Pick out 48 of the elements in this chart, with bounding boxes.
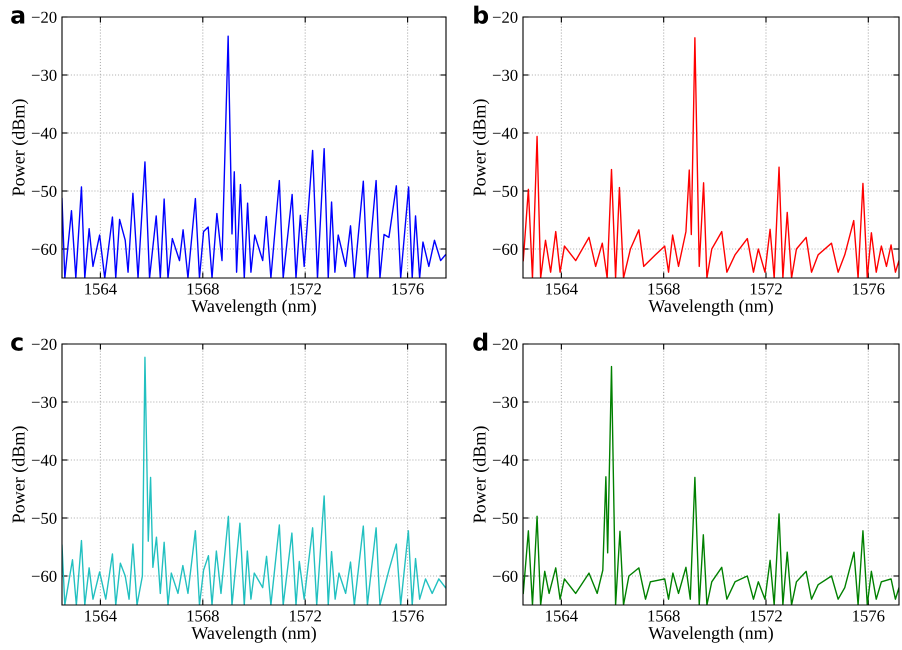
y-tick-label: −50 bbox=[492, 186, 518, 197]
x-axis-title: Wavelength (nm) bbox=[191, 299, 316, 316]
chart-title: a bbox=[11, 10, 24, 24]
x-tick-label: 1568 bbox=[648, 283, 680, 295]
y-tick-label: −30 bbox=[492, 396, 518, 408]
y-tick-label: −50 bbox=[492, 512, 518, 524]
x-axis-title: Wavelength (nm) bbox=[191, 626, 316, 643]
x-tick-label: 1572 bbox=[750, 610, 782, 622]
y-tick-label: −20 bbox=[492, 338, 518, 350]
y-tick-label: −40 bbox=[32, 128, 57, 139]
y-tick-label: −50 bbox=[32, 512, 57, 524]
y-tick-label: −20 bbox=[32, 338, 57, 350]
chart-title: c bbox=[11, 337, 23, 351]
x-tick-label: 1572 bbox=[750, 283, 782, 295]
x-axis-title: Wavelength (nm) bbox=[648, 626, 773, 643]
x-tick-label: 1568 bbox=[188, 610, 219, 622]
x-tick-label: 1564 bbox=[546, 610, 578, 622]
y-tick-label: −30 bbox=[32, 396, 57, 408]
x-tick-label: 1564 bbox=[546, 283, 578, 295]
x-axis-title: Wavelength (nm) bbox=[648, 299, 773, 316]
y-tick-label: −40 bbox=[32, 454, 57, 466]
x-tick-label: 1576 bbox=[853, 283, 884, 295]
y-axis-title: Power (dBm) bbox=[12, 99, 28, 196]
y-tick-label: −20 bbox=[32, 12, 57, 23]
y-tick-label: −60 bbox=[492, 570, 518, 582]
y-tick-label: −20 bbox=[492, 12, 518, 23]
x-tick-label: 1576 bbox=[392, 283, 424, 295]
x-tick-label: 1564 bbox=[85, 610, 117, 622]
x-tick-label: 1572 bbox=[290, 610, 321, 622]
y-tick-label: −50 bbox=[32, 186, 57, 197]
x-tick-label: 1572 bbox=[290, 283, 321, 295]
y-axis-title: Power (dBm) bbox=[472, 426, 490, 523]
x-tick-label: 1576 bbox=[392, 610, 424, 622]
y-tick-label: −30 bbox=[32, 70, 57, 81]
x-tick-label: 1568 bbox=[188, 283, 219, 295]
chart-title: b bbox=[474, 6, 488, 24]
x-tick-label: 1564 bbox=[85, 283, 117, 295]
x-tick-label: 1568 bbox=[648, 610, 680, 622]
y-tick-label: −40 bbox=[492, 454, 518, 466]
chart-title: d bbox=[473, 332, 488, 351]
y-tick-label: −60 bbox=[492, 244, 518, 255]
x-tick-label: 1576 bbox=[853, 610, 884, 622]
y-tick-label: −30 bbox=[492, 70, 518, 81]
y-tick-label: −60 bbox=[32, 570, 57, 582]
y-axis-title: Power (dBm) bbox=[12, 426, 28, 523]
y-tick-label: −40 bbox=[492, 128, 518, 139]
y-tick-label: −60 bbox=[32, 244, 57, 255]
y-axis-title: Power (dBm) bbox=[472, 99, 490, 196]
